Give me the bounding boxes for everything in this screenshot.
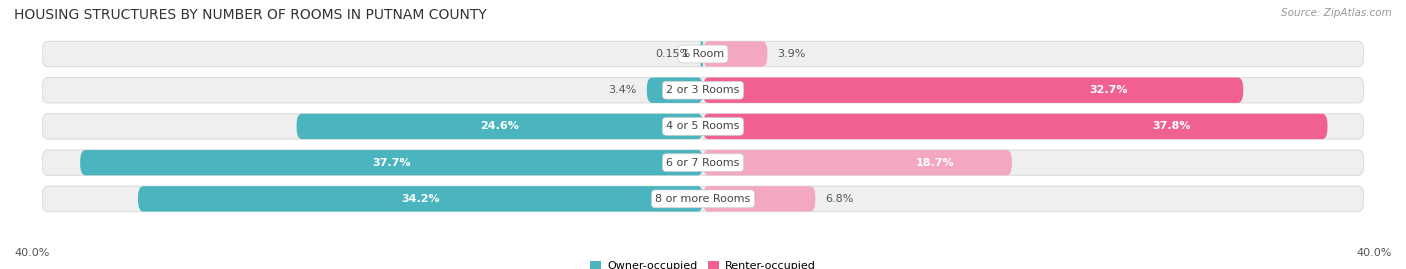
Text: 8 or more Rooms: 8 or more Rooms — [655, 194, 751, 204]
FancyBboxPatch shape — [647, 77, 703, 103]
FancyBboxPatch shape — [42, 114, 1364, 139]
Text: 3.9%: 3.9% — [778, 49, 806, 59]
FancyBboxPatch shape — [138, 186, 703, 211]
Text: 37.8%: 37.8% — [1152, 121, 1191, 132]
Text: 32.7%: 32.7% — [1088, 85, 1128, 95]
Text: 40.0%: 40.0% — [1357, 248, 1392, 258]
Text: 1 Room: 1 Room — [682, 49, 724, 59]
FancyBboxPatch shape — [703, 77, 1243, 103]
Text: 6.8%: 6.8% — [825, 194, 853, 204]
Text: 6 or 7 Rooms: 6 or 7 Rooms — [666, 158, 740, 168]
FancyBboxPatch shape — [703, 186, 815, 211]
Text: 2 or 3 Rooms: 2 or 3 Rooms — [666, 85, 740, 95]
Text: 4 or 5 Rooms: 4 or 5 Rooms — [666, 121, 740, 132]
FancyBboxPatch shape — [297, 114, 703, 139]
FancyBboxPatch shape — [703, 150, 1012, 175]
FancyBboxPatch shape — [42, 41, 1364, 67]
FancyBboxPatch shape — [42, 186, 1364, 211]
FancyBboxPatch shape — [42, 150, 1364, 175]
Text: HOUSING STRUCTURES BY NUMBER OF ROOMS IN PUTNAM COUNTY: HOUSING STRUCTURES BY NUMBER OF ROOMS IN… — [14, 8, 486, 22]
Text: 0.15%: 0.15% — [655, 49, 690, 59]
FancyBboxPatch shape — [703, 114, 1327, 139]
Text: 34.2%: 34.2% — [401, 194, 440, 204]
Text: 24.6%: 24.6% — [481, 121, 519, 132]
FancyBboxPatch shape — [703, 41, 768, 67]
Text: 18.7%: 18.7% — [915, 158, 955, 168]
Text: 3.4%: 3.4% — [609, 85, 637, 95]
FancyBboxPatch shape — [700, 41, 703, 67]
Text: 37.7%: 37.7% — [373, 158, 411, 168]
FancyBboxPatch shape — [42, 77, 1364, 103]
Legend: Owner-occupied, Renter-occupied: Owner-occupied, Renter-occupied — [586, 256, 820, 269]
Text: 40.0%: 40.0% — [14, 248, 49, 258]
FancyBboxPatch shape — [80, 150, 703, 175]
Text: Source: ZipAtlas.com: Source: ZipAtlas.com — [1281, 8, 1392, 18]
